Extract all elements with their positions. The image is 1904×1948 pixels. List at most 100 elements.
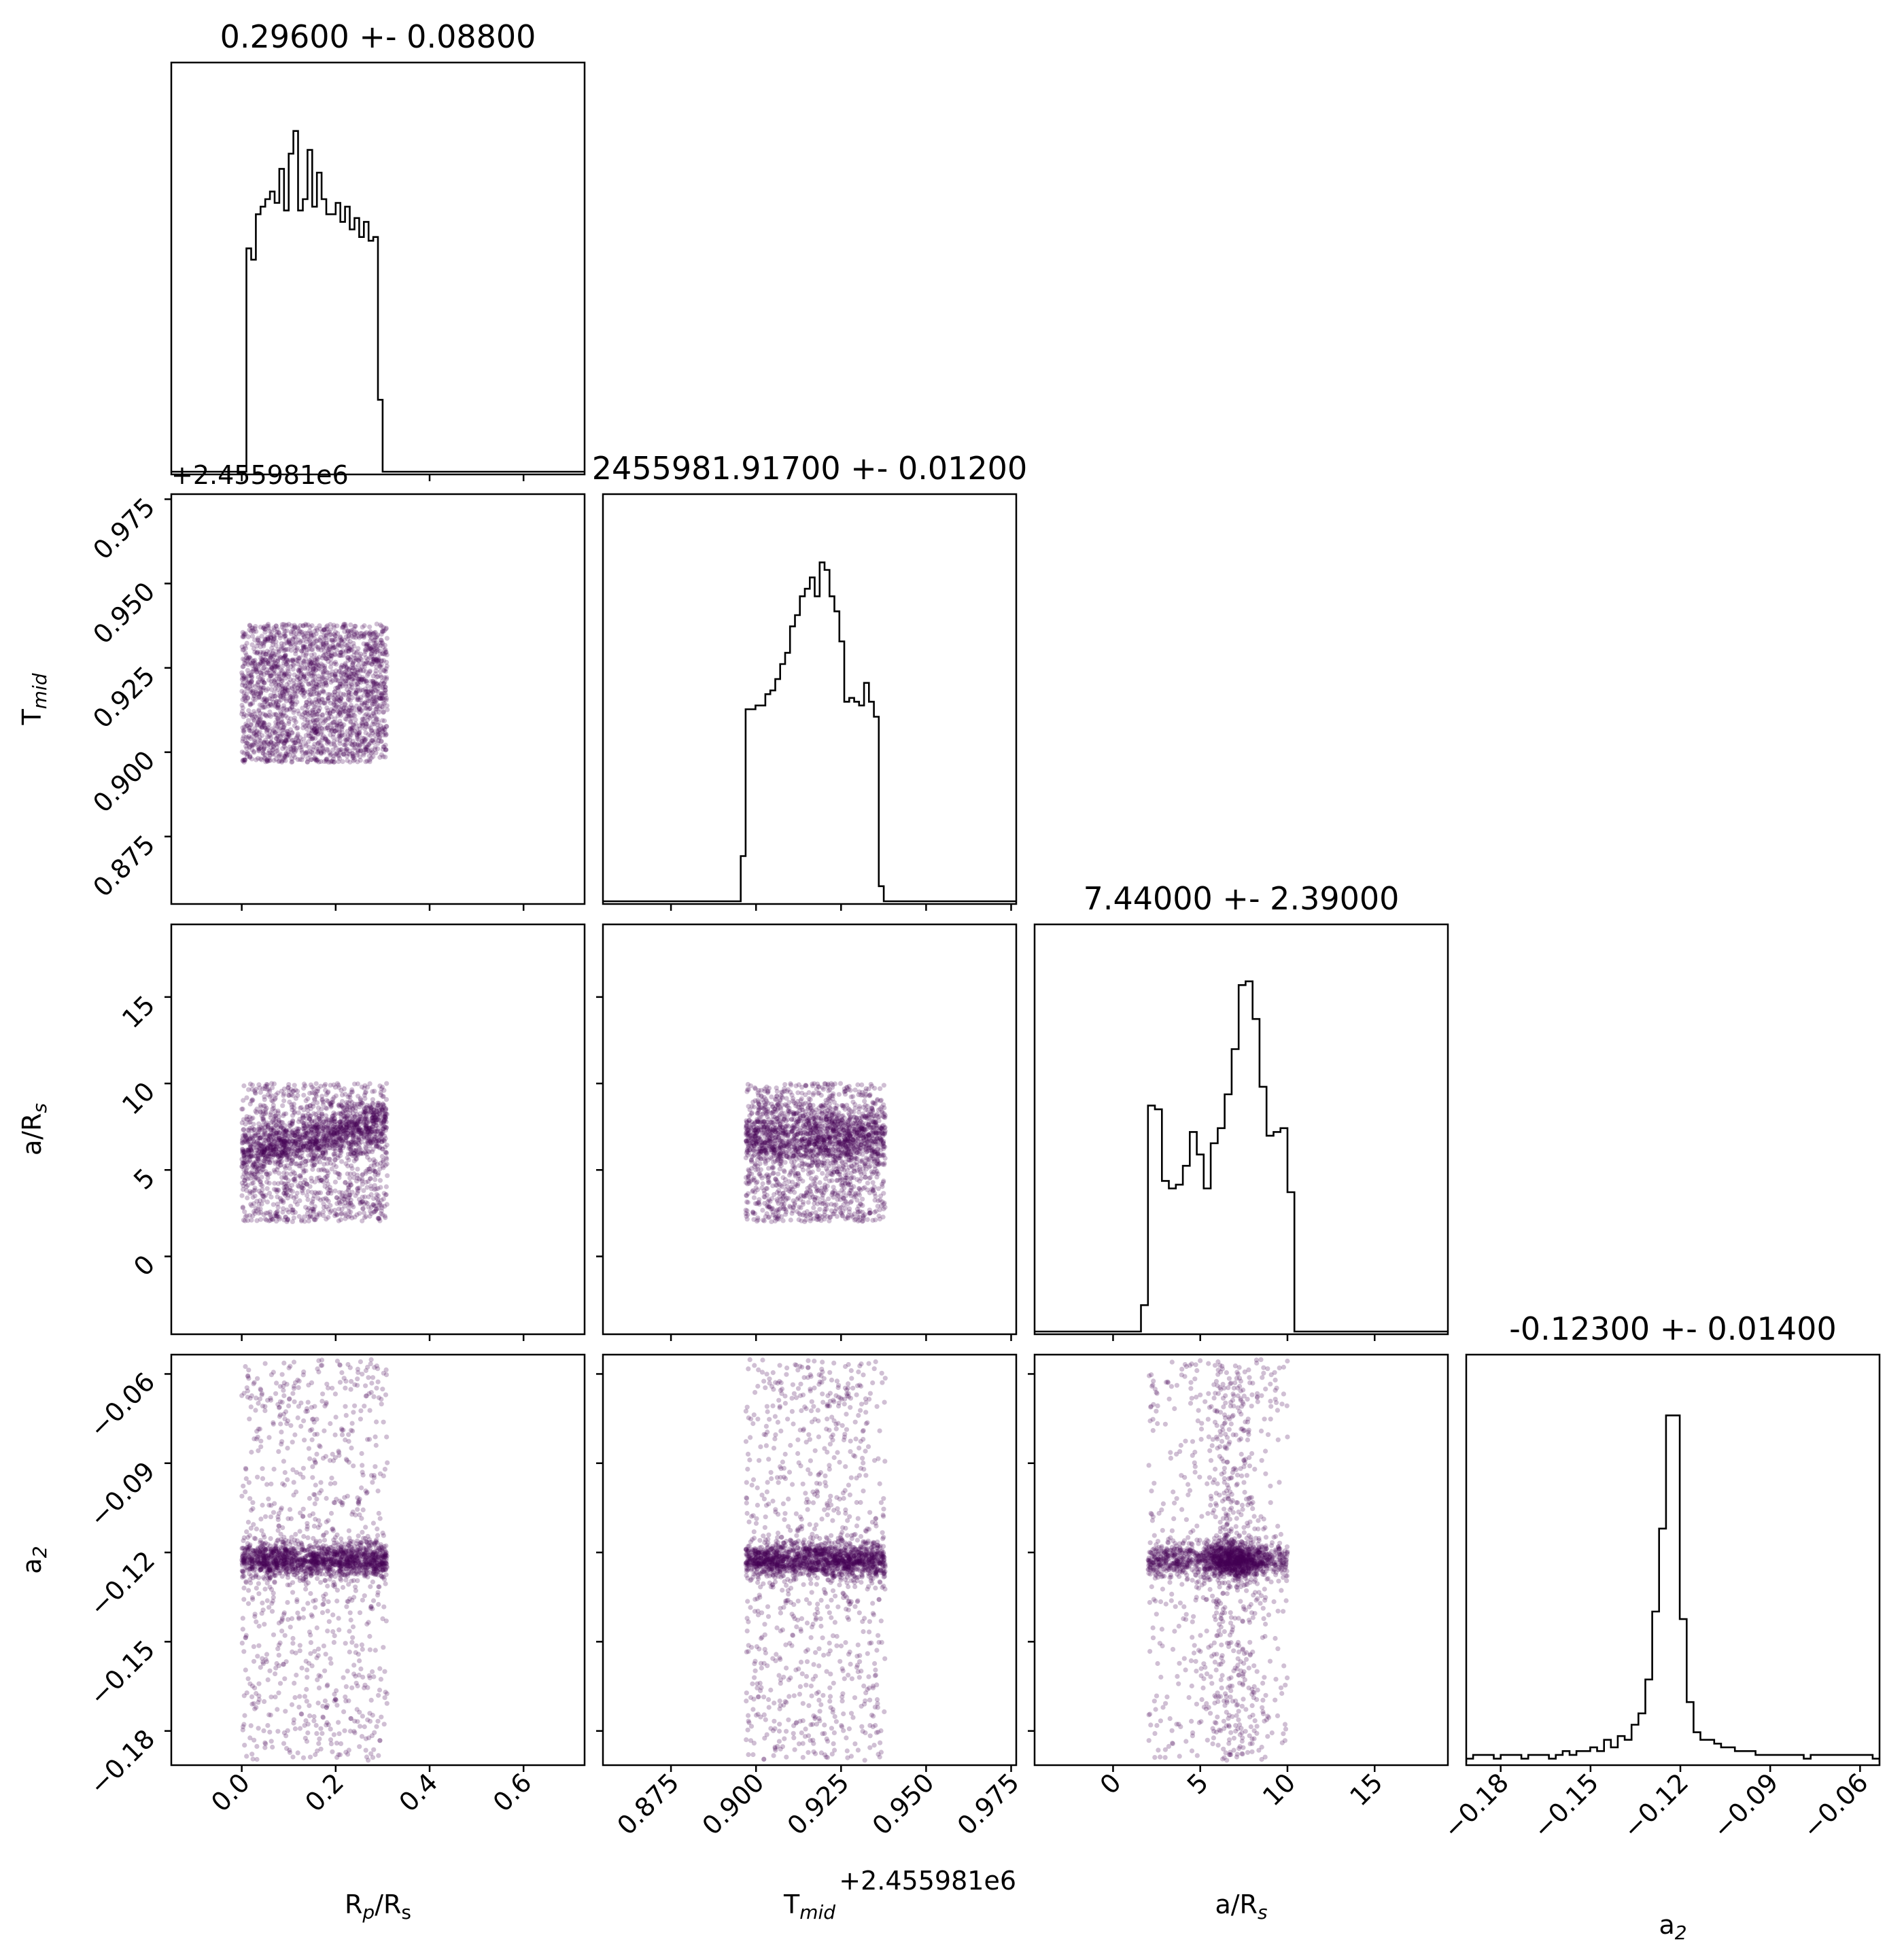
- scatter-point: [324, 640, 329, 646]
- scatter-point: [274, 1219, 279, 1224]
- scatter-point: [339, 653, 344, 659]
- scatter-point: [343, 737, 349, 742]
- scatter-point: [379, 658, 384, 664]
- scatter-point: [344, 1107, 350, 1112]
- scatter-point: [332, 673, 337, 678]
- scatter-point: [281, 754, 287, 759]
- scatter-point: [355, 730, 360, 735]
- scatter-point: [270, 1098, 275, 1104]
- scatter-point: [379, 696, 385, 701]
- scatter-point: [311, 1208, 316, 1213]
- scatter-point: [361, 641, 366, 646]
- scatter-point: [244, 1114, 249, 1119]
- scatter-point: [292, 625, 297, 631]
- scatter-point: [383, 649, 389, 655]
- scatter-point: [254, 732, 259, 737]
- scatter-point: [310, 747, 316, 752]
- scatter-point: [376, 738, 381, 744]
- scatter-point: [350, 742, 356, 748]
- scatter-point: [299, 629, 305, 635]
- scatter-point: [264, 648, 270, 654]
- scatter-point: [343, 649, 349, 655]
- scatter-point: [383, 647, 388, 653]
- scatter-point: [320, 1126, 326, 1131]
- scatter-point: [318, 725, 324, 731]
- scatter-point: [332, 1170, 338, 1175]
- scatter-point: [295, 689, 300, 694]
- scatter-point: [272, 679, 277, 684]
- scatter-point: [348, 665, 353, 671]
- scatter-point: [284, 658, 290, 663]
- scatter-point: [298, 648, 305, 654]
- scatter-point: [323, 737, 328, 742]
- scatter-point: [294, 695, 299, 700]
- scatter-point: [367, 706, 373, 712]
- scatter-point: [381, 1165, 386, 1170]
- scatter-point: [313, 667, 318, 673]
- scatter-point: [315, 646, 321, 653]
- scatter-point: [343, 672, 348, 678]
- scatter-point: [328, 1130, 333, 1135]
- scatter-point: [329, 650, 334, 655]
- scatter-point: [347, 714, 352, 719]
- scatter-point: [271, 663, 276, 669]
- scatter-point: [346, 674, 351, 680]
- scatter-point: [307, 624, 313, 630]
- scatter-point: [350, 1126, 356, 1132]
- scatter-point: [269, 1110, 274, 1115]
- scatter-point: [358, 687, 364, 693]
- scatter-point: [256, 695, 261, 701]
- scatter-point: [315, 657, 320, 662]
- scatter-point: [256, 680, 261, 685]
- scatter-point: [379, 718, 385, 723]
- scatter-point: [281, 741, 287, 746]
- scatter-point: [351, 653, 357, 658]
- scatter-point: [283, 646, 289, 653]
- scatter-point: [335, 1126, 341, 1132]
- scatter-point: [370, 696, 376, 701]
- scatter-point: [309, 1214, 315, 1219]
- scatter-point: [357, 1128, 362, 1133]
- scatter-point: [380, 696, 385, 701]
- scatter-point: [258, 1090, 263, 1095]
- scatter-point: [252, 1142, 258, 1147]
- scatter-point: [262, 755, 267, 761]
- scatter-point: [260, 676, 266, 682]
- scatter-point: [333, 686, 339, 691]
- scatter-point: [241, 1127, 246, 1132]
- scatter-point: [264, 1171, 269, 1177]
- scatter-point: [269, 636, 274, 641]
- scatter-point: [359, 657, 364, 663]
- scatter-point: [275, 1204, 281, 1210]
- scatter-point: [273, 702, 278, 708]
- scatter-point: [351, 631, 358, 636]
- scatter-point: [337, 710, 343, 715]
- scatter-point: [312, 1162, 317, 1168]
- scatter-point: [345, 1182, 351, 1188]
- scatter-point: [294, 1151, 300, 1156]
- scatter-point: [249, 1169, 255, 1175]
- scatter-point: [370, 680, 377, 686]
- scatter-point: [275, 721, 281, 727]
- scatter-point: [336, 1082, 341, 1088]
- scatter-point: [363, 1090, 369, 1095]
- scatter-point: [277, 1158, 282, 1163]
- scatter-point: [339, 1159, 345, 1164]
- scatter-point: [268, 693, 273, 698]
- scatter-point: [280, 1126, 286, 1131]
- scatter-point: [294, 746, 299, 751]
- scatter-point: [317, 723, 322, 729]
- scatter-point: [249, 1116, 254, 1121]
- scatter-point: [380, 747, 386, 752]
- scatter-point: [306, 744, 312, 750]
- scatter-point: [289, 730, 295, 735]
- scatter-point: [339, 712, 344, 718]
- scatter-point: [299, 757, 305, 763]
- scatter-point: [275, 659, 280, 664]
- scatter-point: [338, 1145, 343, 1151]
- scatter-point: [279, 678, 284, 683]
- scatter-point: [283, 750, 289, 756]
- scatter-point: [249, 756, 255, 762]
- scatter-point: [341, 621, 347, 627]
- scatter-point: [371, 659, 377, 665]
